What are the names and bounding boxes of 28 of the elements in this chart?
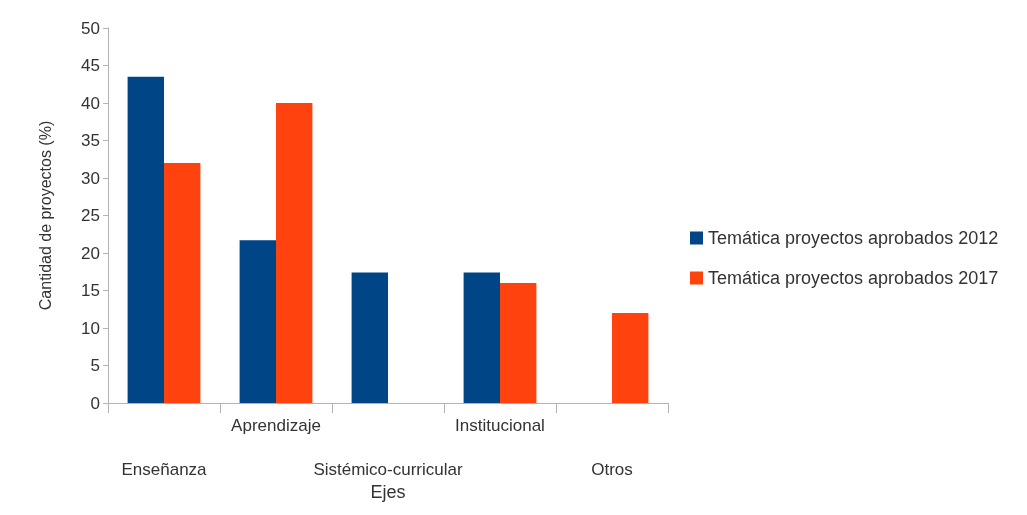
bar (127, 76, 164, 403)
x-tick-label: Otros (591, 460, 633, 479)
y-tick-label: 0 (90, 393, 100, 413)
bar (164, 163, 201, 403)
y-tick-label: 40 (81, 93, 100, 113)
bar (239, 240, 276, 403)
legend-label: Temática proyectos aprobados 2017 (708, 268, 999, 288)
x-tick-label: Institucional (455, 416, 545, 435)
x-axis-title: Ejes (370, 482, 406, 502)
x-tick-label: Sistémico-curricular (313, 460, 463, 479)
legend-label: Temática proyectos aprobados 2012 (708, 228, 999, 248)
bar (276, 103, 313, 403)
bar (463, 272, 500, 403)
x-tick-label: Enseñanza (121, 460, 208, 479)
y-tick-label: 25 (81, 206, 100, 225)
y-tick-label: 50 (81, 18, 100, 38)
y-tick-label: 5 (90, 356, 100, 375)
bar (351, 272, 388, 403)
y-tick-label: 20 (81, 243, 100, 263)
y-tick-label: 30 (81, 168, 100, 188)
y-axis-title: Cantidad de proyectos (%) (36, 120, 54, 311)
y-tick-label: 15 (81, 281, 100, 300)
y-tick-label: 10 (81, 318, 100, 338)
y-tick-label: 35 (81, 131, 100, 150)
bar (500, 283, 537, 403)
bar (612, 313, 649, 403)
x-tick-label: Aprendizaje (231, 416, 321, 435)
y-tick-label: 45 (81, 56, 100, 75)
